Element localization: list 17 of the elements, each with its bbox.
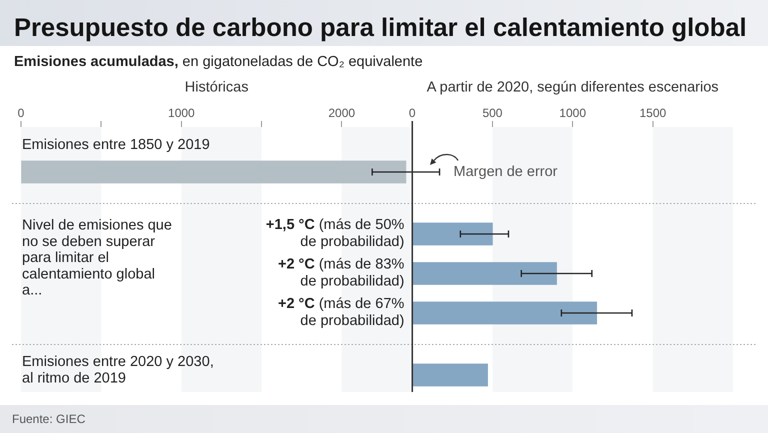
series-label: +1,5 °C (más de 50% de probabilidad) (266, 217, 404, 250)
chart-title: Presupuesto de carbono para limitar el calentamiento global (14, 13, 747, 44)
y-tick-label: Emisiones entre 2020 y 2030, al ritmo de 2019 (22, 354, 214, 386)
source-note: Fuente: GIEC (12, 411, 86, 428)
series-label: +2 °C (más de 67% de probabilidad) (278, 296, 404, 329)
x-tick-label: 1000 (168, 106, 196, 120)
series-label: +2 °C (más de 83% de probabilidad) (278, 256, 404, 290)
x2-tick-label: 1500 (639, 106, 666, 120)
x-axis-title: Históricas (184, 80, 248, 96)
x-tick-label: 0 (18, 106, 25, 120)
y-tick-label: Emisiones entre 1850 y 2019 (22, 137, 210, 153)
chart-subtitle: Emisiones acumuladas, en gigatoneladas de CO₂ equivalente (14, 53, 423, 72)
y-tick-label: Nivel de emisiones que no se deben superar para limitar el calentamiento global a... (22, 218, 172, 299)
x2-axis-title: A partir de 2020, según diferentes escenarios (426, 80, 719, 96)
x2-tick-label: 500 (482, 106, 503, 120)
text: Margen de error (454, 164, 558, 180)
x-tick-label: 2000 (328, 106, 356, 120)
